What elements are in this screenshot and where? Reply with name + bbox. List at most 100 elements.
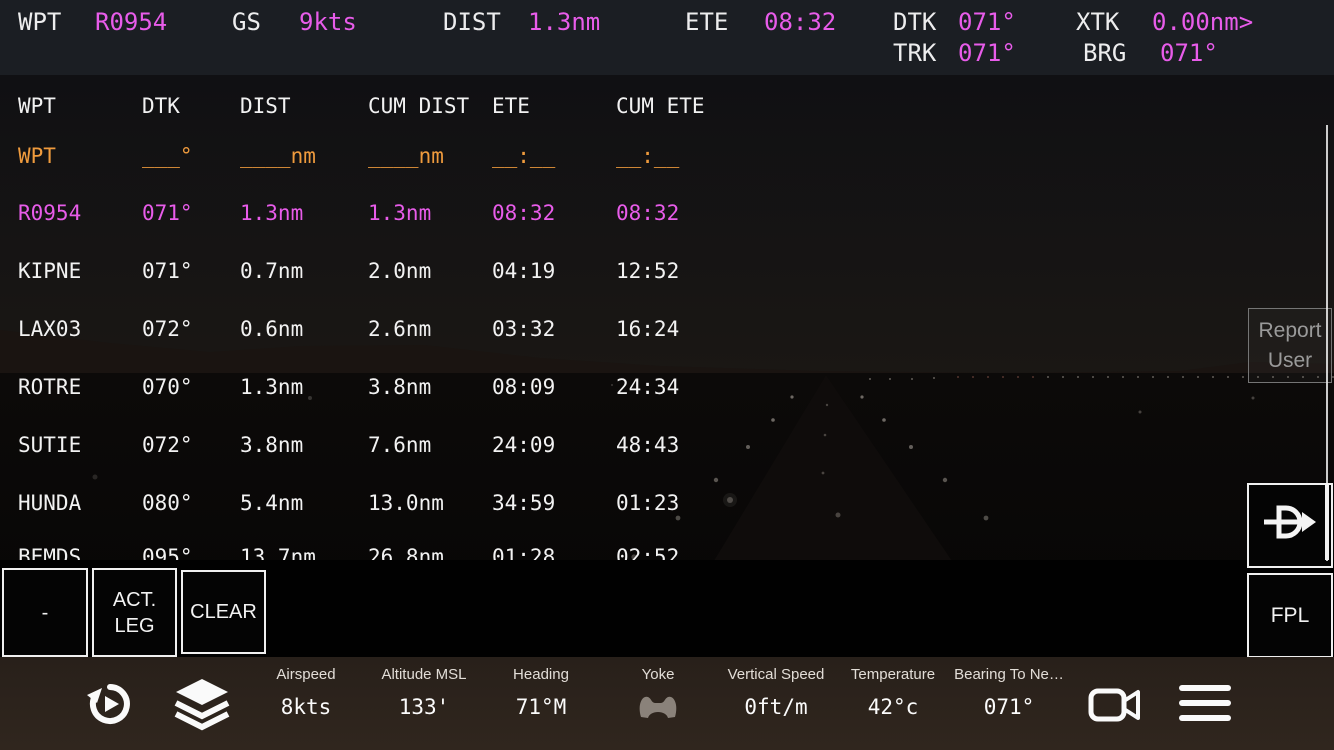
topbar-trk-label: TRK <box>893 39 937 67</box>
col-header-dist: DIST <box>240 94 291 118</box>
cell-ete: __:__ <box>492 144 556 168</box>
topbar-xtk-label: XTK <box>1076 8 1120 36</box>
cell-dtk: 071° <box>142 259 193 283</box>
cell-cum-dist: 2.0nm <box>368 259 432 283</box>
direct-to-button[interactable] <box>1247 483 1333 568</box>
clear-fpl-button[interactable]: CLEAR <box>181 570 266 654</box>
cell-dtk: 070° <box>142 375 193 399</box>
col-header-ete: ETE <box>492 94 530 118</box>
cell-wpt: R0954 <box>18 201 82 225</box>
replay-icon <box>86 684 134 730</box>
cell-wpt: SUTIE <box>18 433 82 457</box>
cell-ete: 03:32 <box>492 317 556 341</box>
cell-ete: 08:32 <box>492 201 556 225</box>
cell-cum-ete: 01:23 <box>616 491 680 515</box>
cell-wpt: LAX03 <box>18 317 82 341</box>
cell-dist: 1.3nm <box>240 375 304 399</box>
cell-dist: 0.6nm <box>240 317 304 341</box>
activate-leg-label-line1: ACT. <box>112 588 157 611</box>
remove-waypoint-button[interactable]: - <box>2 568 88 657</box>
topbar-dtk-value: 071° <box>958 8 1016 36</box>
topbar-ete-value: 08:32 <box>764 8 837 36</box>
status-altitude-msl[interactable]: Altitude MSL 133' <box>344 657 504 750</box>
cell-dist: 3.8nm <box>240 433 304 457</box>
fpl-row-R0954[interactable]: R0954 071° 1.3nm 1.3nm 08:32 08:32 <box>0 200 1334 226</box>
topbar-trk-value: 071° <box>958 39 1016 67</box>
status-altitude-value: 133' <box>398 695 450 719</box>
col-header-cum-dist: CUM DIST <box>368 94 470 118</box>
cell-ete: 04:19 <box>492 259 556 283</box>
activate-leg-button[interactable]: ACT. LEG <box>92 568 177 657</box>
cell-dtk: 071° <box>142 201 193 225</box>
topbar-xtk-value: 0.00nm> <box>1152 8 1254 36</box>
report-user-label-line1: Report <box>1258 318 1322 342</box>
layers-button[interactable] <box>174 677 230 734</box>
topbar-dist-label: DIST <box>443 8 501 36</box>
fpl-row-HUNDA[interactable]: HUNDA 080° 5.4nm 13.0nm 34:59 01:23 <box>0 490 1334 516</box>
topbar-gs-label: GS <box>232 8 261 36</box>
cell-ete: 08:09 <box>492 375 556 399</box>
cell-cum-dist: 2.6nm <box>368 317 432 341</box>
status-airspeed-value: 8kts <box>280 695 332 719</box>
fpl-row-ROTRE[interactable]: ROTRE 070° 1.3nm 3.8nm 08:09 24:34 <box>0 374 1334 400</box>
cell-cum-ete: 24:34 <box>616 375 680 399</box>
status-yoke[interactable]: Yoke <box>578 657 738 750</box>
cell-cum-dist: ____nm <box>368 144 444 168</box>
activate-leg-label-line2: LEG <box>114 614 155 637</box>
cell-cum-dist: 7.6nm <box>368 433 432 457</box>
clear-fpl-label: CLEAR <box>190 601 257 623</box>
topbar-dtk-label: DTK <box>893 8 937 36</box>
cell-ete: 34:59 <box>492 491 556 515</box>
status-heading[interactable]: Heading 71°M <box>461 657 621 750</box>
status-bearing-label: Bearing To Ne… <box>954 666 1064 683</box>
cell-cum-ete: 16:24 <box>616 317 680 341</box>
status-vertical-speed[interactable]: Vertical Speed 0ft/m <box>696 657 856 750</box>
status-airspeed[interactable]: Airspeed 8kts <box>226 657 386 750</box>
cell-cum-ete: 08:32 <box>616 201 680 225</box>
cell-cum-dist: 13.0nm <box>368 491 444 515</box>
status-airspeed-label: Airspeed <box>276 666 336 683</box>
status-bearing-to-next[interactable]: Bearing To Ne… 071° <box>929 657 1089 750</box>
col-header-dtk: DTK <box>142 94 180 118</box>
col-header-cum-ete: CUM ETE <box>616 94 705 118</box>
fpl-scrollbar-thumb[interactable] <box>1325 483 1329 560</box>
report-user-label-line2: User <box>1267 348 1313 372</box>
report-user-button[interactable]: Report User <box>1248 308 1332 383</box>
fpl-row-pending-wpt[interactable]: WPT ___° ____nm ____nm __:__ __:__ <box>0 143 1334 169</box>
status-bearing-value: 071° <box>983 695 1035 719</box>
cell-dist: 0.7nm <box>240 259 304 283</box>
menu-icon <box>1179 685 1231 726</box>
camera-button[interactable] <box>1088 686 1142 727</box>
cell-wpt: ROTRE <box>18 375 82 399</box>
replay-button[interactable] <box>86 681 134 730</box>
topbar-gs-value: 9kts <box>299 8 357 36</box>
fpl-scrollbar-track[interactable] <box>1326 125 1328 561</box>
fpl-row-LAX03[interactable]: LAX03 072° 0.6nm 2.6nm 03:32 16:24 <box>0 316 1334 342</box>
cell-dtk: 072° <box>142 433 193 457</box>
cell-wpt: HUNDA <box>18 491 82 515</box>
fpl-page-label: FPL <box>1270 603 1310 627</box>
topbar-dist-value: 1.3nm <box>528 8 601 36</box>
menu-button[interactable] <box>1179 685 1231 726</box>
cell-dtk: 080° <box>142 491 193 515</box>
topbar-ete-label: ETE <box>685 8 729 36</box>
status-yoke-label: Yoke <box>641 666 675 683</box>
fpl-row-SUTIE[interactable]: SUTIE 072° 3.8nm 7.6nm 24:09 48:43 <box>0 432 1334 458</box>
instrument-status-bar: Airspeed 8kts Altitude MSL 133' Heading … <box>0 657 1334 750</box>
yoke-icon <box>578 691 738 724</box>
cell-cum-ete: __:__ <box>616 144 680 168</box>
cell-wpt: KIPNE <box>18 259 82 283</box>
cell-cum-ete: 12:52 <box>616 259 680 283</box>
fpl-header-row: WPT DTK DIST CUM DIST ETE CUM ETE <box>0 93 1334 119</box>
cell-dist: 1.3nm <box>240 201 304 225</box>
cell-dist: 5.4nm <box>240 491 304 515</box>
status-heading-value: 71°M <box>515 695 567 719</box>
fpl-row-KIPNE[interactable]: KIPNE 071° 0.7nm 2.0nm 04:19 12:52 <box>0 258 1334 284</box>
status-altitude-label: Altitude MSL <box>381 666 467 683</box>
status-temperature[interactable]: Temperature 42°c <box>813 657 973 750</box>
fpl-page-button[interactable]: FPL <box>1247 573 1333 658</box>
status-vs-value: 0ft/m <box>744 695 808 719</box>
status-temp-label: Temperature <box>850 666 936 683</box>
nav-status-bar: WPT R0954 GS 9kts DIST 1.3nm ETE 08:32 D… <box>0 0 1334 75</box>
layers-icon <box>174 679 230 734</box>
